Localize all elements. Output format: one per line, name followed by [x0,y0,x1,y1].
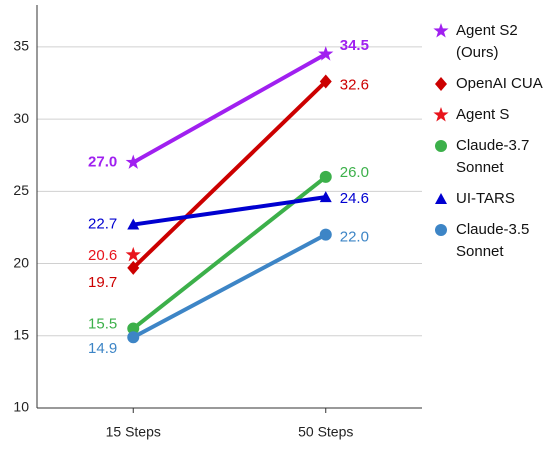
legend-item: Claude-3.5 Sonnet [432,219,551,263]
value-label: 20.6 [88,247,117,264]
y-tick-label: 35 [13,38,29,54]
legend-marker [433,107,449,122]
data-point [319,74,332,89]
legend-marker [435,224,447,236]
legend-icon [433,23,449,38]
legend-label: OpenAI CUA [456,75,543,92]
value-label: 22.7 [88,216,117,233]
value-label: 27.0 [88,153,117,170]
legend: Agent S2 (Ours) OpenAI CUA Agent S Claude-3… [432,20,551,263]
legend-item: Claude-3.7 Sonnet [432,135,551,179]
legend-icon [433,107,449,122]
series-line [131,79,328,270]
legend-item: Agent S [432,104,551,126]
legend-marker [435,193,447,204]
data-point [318,46,334,61]
value-label: 34.5 [340,37,369,54]
legend-item: UI-TARS [432,188,551,210]
value-label: 22.0 [340,229,369,246]
legend-icon [435,193,447,204]
value-label: 15.5 [88,316,117,333]
legend-icon [435,77,447,91]
value-label: 24.6 [340,190,369,207]
series-line [131,195,328,227]
legend-icon [435,224,447,236]
legend-marker [433,23,449,38]
y-tick-label: 15 [13,326,29,342]
data-point [127,218,140,230]
data-point [319,191,332,203]
data-point [127,322,140,335]
value-label: 26.0 [340,164,369,181]
y-tick-label: 10 [13,399,29,415]
legend-marker [435,77,447,91]
x-tick-label: 50 Steps [298,424,353,440]
value-label: 14.9 [88,340,117,357]
legend-icon [435,140,447,152]
y-tick-label: 30 [13,110,29,126]
data-point [125,246,141,262]
value-label: 19.7 [88,274,117,291]
legend-label: Claude-3.7 Sonnet [456,137,530,176]
data-point [127,331,140,344]
legend-marker [435,140,447,152]
y-tick-label: 20 [13,254,29,270]
value-label: 32.6 [340,77,369,94]
legend-label: Agent S [456,106,510,123]
series-line [131,52,328,165]
legend-label: UI-TARS [456,190,515,207]
legend-label: Claude-3.5 Sonnet [456,221,530,260]
x-tick-label: 15 Steps [106,424,161,440]
y-tick-label: 25 [13,182,29,198]
legend-item: OpenAI CUA [432,73,551,95]
legend-label: Agent S2 (Ours) [456,22,518,61]
data-point [127,260,140,275]
legend-item: Agent S2 (Ours) [432,20,551,64]
data-point [319,170,332,183]
series-line [131,232,328,340]
data-point [319,228,332,241]
data-point [125,154,141,169]
